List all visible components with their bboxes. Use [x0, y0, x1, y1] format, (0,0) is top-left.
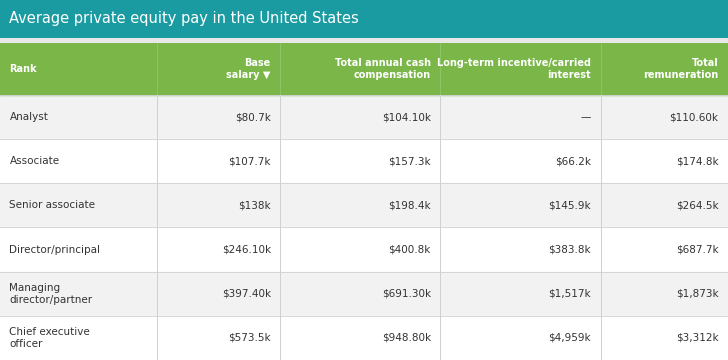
- Bar: [0, 139, 728, 183]
- Text: Total annual cash
compensation: Total annual cash compensation: [335, 58, 431, 80]
- Text: $3,312k: $3,312k: [676, 333, 719, 343]
- Text: Total
remuneration: Total remuneration: [644, 58, 719, 80]
- Text: $400.8k: $400.8k: [389, 244, 431, 255]
- Text: $246.10k: $246.10k: [222, 244, 271, 255]
- Bar: [0, 316, 728, 360]
- Text: $107.7k: $107.7k: [229, 156, 271, 166]
- Text: $948.80k: $948.80k: [382, 333, 431, 343]
- Bar: [0, 272, 728, 316]
- Text: Rank: Rank: [9, 64, 37, 74]
- Text: Chief executive
officer: Chief executive officer: [9, 327, 90, 349]
- Text: $383.8k: $383.8k: [548, 244, 591, 255]
- Text: $198.4k: $198.4k: [388, 201, 431, 210]
- Text: Associate: Associate: [9, 156, 60, 166]
- Text: $691.30k: $691.30k: [382, 289, 431, 299]
- Bar: [0, 183, 728, 228]
- Text: $157.3k: $157.3k: [388, 156, 431, 166]
- Text: $4,959k: $4,959k: [548, 333, 591, 343]
- Text: $80.7k: $80.7k: [235, 112, 271, 122]
- Text: $264.5k: $264.5k: [676, 201, 719, 210]
- Text: $66.2k: $66.2k: [555, 156, 591, 166]
- Text: $1,873k: $1,873k: [676, 289, 719, 299]
- Text: $104.10k: $104.10k: [382, 112, 431, 122]
- Text: Average private equity pay in the United States: Average private equity pay in the United…: [9, 12, 359, 27]
- Text: Managing
director/partner: Managing director/partner: [9, 283, 92, 305]
- Bar: [0, 95, 728, 139]
- Text: $174.8k: $174.8k: [676, 156, 719, 166]
- Text: $145.9k: $145.9k: [548, 201, 591, 210]
- Text: Analyst: Analyst: [9, 112, 48, 122]
- Text: $573.5k: $573.5k: [228, 333, 271, 343]
- Text: Base
salary ▼: Base salary ▼: [226, 58, 271, 80]
- Text: Long-term incentive/carried
interest: Long-term incentive/carried interest: [437, 58, 591, 80]
- Text: $110.60k: $110.60k: [670, 112, 719, 122]
- Bar: [0, 228, 728, 272]
- Bar: [0, 43, 728, 95]
- Text: $687.7k: $687.7k: [676, 244, 719, 255]
- Text: —: —: [581, 112, 591, 122]
- Text: Senior associate: Senior associate: [9, 201, 95, 210]
- Text: $397.40k: $397.40k: [222, 289, 271, 299]
- Text: $138k: $138k: [238, 201, 271, 210]
- Text: $1,517k: $1,517k: [548, 289, 591, 299]
- Text: Director/principal: Director/principal: [9, 244, 100, 255]
